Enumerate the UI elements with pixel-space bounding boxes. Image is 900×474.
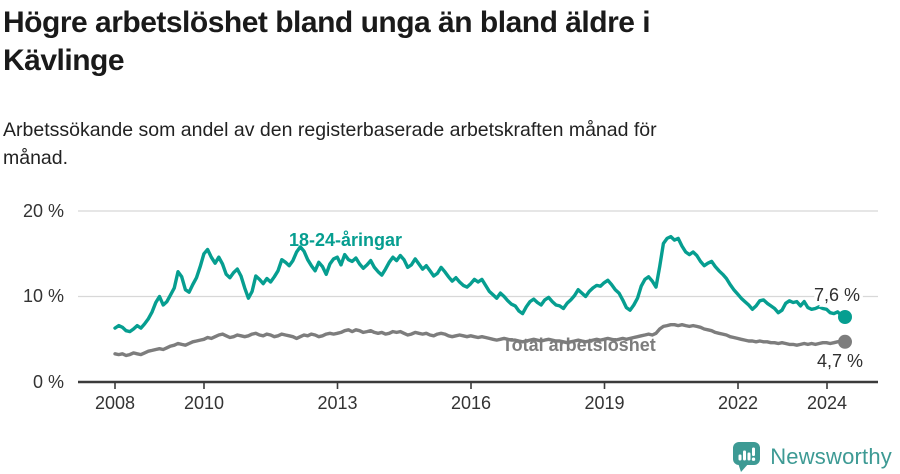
line-chart: 0 % 10 % 20 % 2008 2010 2013 2016 2019 2…	[23, 201, 878, 413]
page-title: Högre arbetslöshet bland unga än bland ä…	[3, 4, 883, 80]
title-line-1: Högre arbetslöshet bland unga än bland ä…	[3, 6, 651, 39]
newsworthy-logo-icon	[733, 442, 761, 472]
subtitle-line-1: Arbetssökande som andel av den registerb…	[3, 119, 657, 141]
x-tick-label-2016: 2016	[451, 393, 491, 413]
x-tick-label-2019: 2019	[584, 393, 624, 413]
x-tick-label-2010: 2010	[184, 393, 224, 413]
end-label-youth: 7,6 %	[814, 285, 860, 305]
brand-name: Newsworthy	[770, 443, 892, 469]
series-layer	[113, 234, 852, 358]
x-tick-label-2013: 2013	[317, 393, 357, 413]
end-label-total: 4,7 %	[817, 351, 863, 371]
y-tick-label-0: 0 %	[33, 372, 64, 392]
chart-subtitle: Arbetssökande som andel av den registerb…	[3, 116, 853, 172]
subtitle-line-2: månad.	[3, 147, 69, 169]
series-end-dot-0	[838, 310, 852, 324]
series-label-youth: 18-24-åringar	[289, 230, 402, 250]
newsworthy-brand: Newsworthy	[732, 441, 892, 472]
x-tick-label-2008: 2008	[95, 393, 135, 413]
title-line-2: Kävlinge	[3, 44, 125, 77]
x-tick-label-2022: 2022	[718, 393, 758, 413]
y-tick-label-10: 10 %	[23, 286, 64, 306]
series-end-dot-1	[838, 334, 852, 349]
x-tick-label-2024: 2024	[807, 393, 847, 413]
series-line-0	[113, 234, 847, 334]
series-label-total: Total arbetslöshet	[502, 335, 656, 355]
series-line-1	[113, 322, 847, 358]
y-tick-label-20: 20 %	[23, 201, 64, 221]
